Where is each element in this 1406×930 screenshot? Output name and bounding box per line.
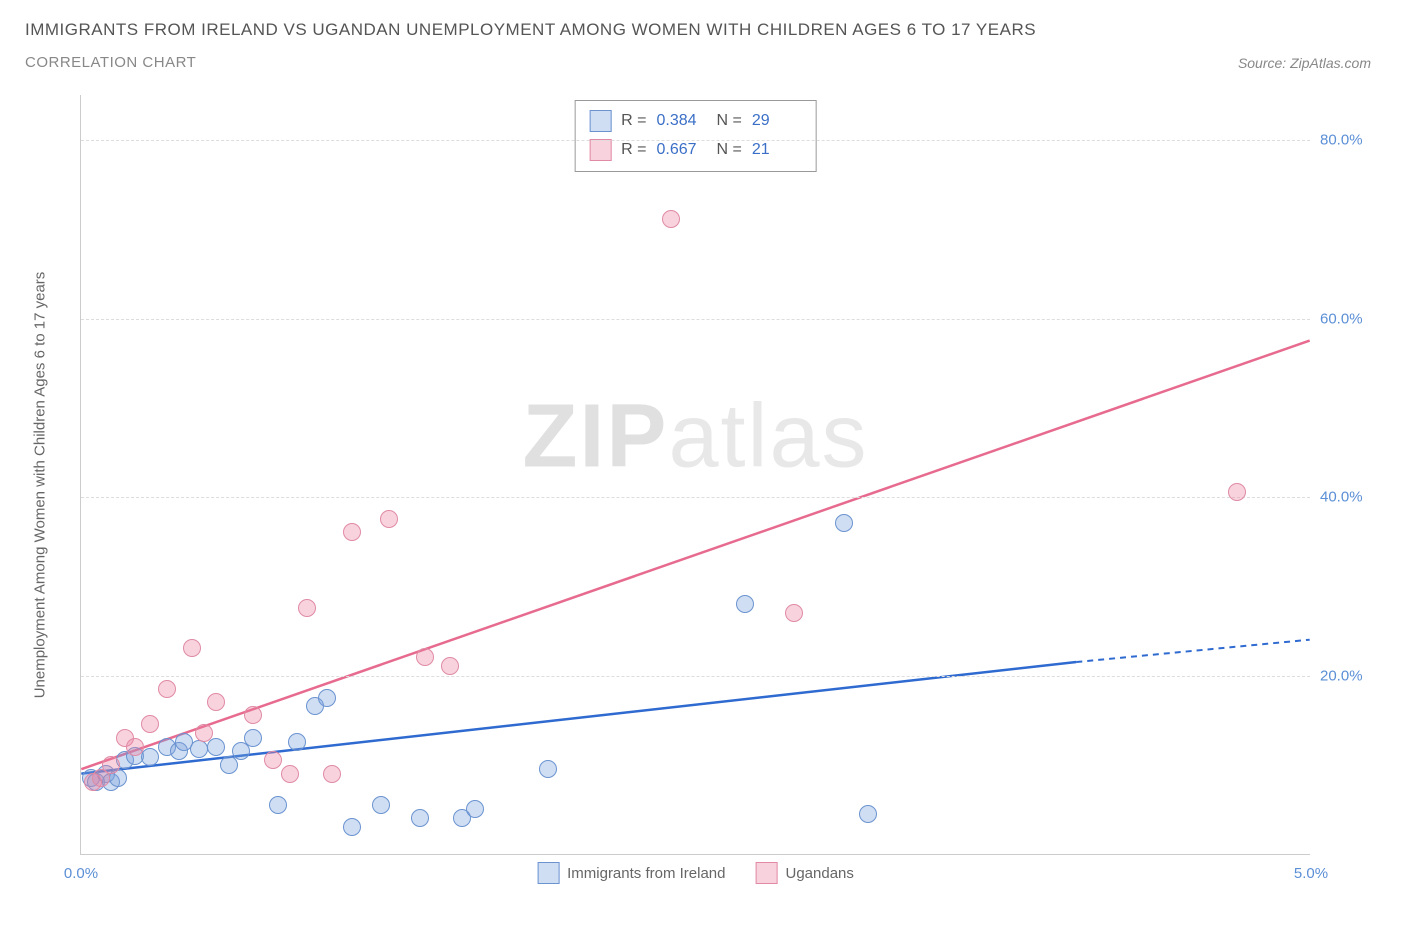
- correlation-chart: Unemployment Among Women with Children A…: [50, 95, 1390, 875]
- data-point: [859, 805, 877, 823]
- legend-swatch: [589, 110, 611, 132]
- watermark: ZIPatlas: [522, 385, 868, 488]
- data-point: [1228, 483, 1246, 501]
- data-point: [141, 715, 159, 733]
- data-point: [183, 639, 201, 657]
- stat-n-label: N =: [717, 107, 742, 136]
- data-point: [416, 648, 434, 666]
- data-point: [441, 657, 459, 675]
- data-point: [343, 523, 361, 541]
- data-point: [288, 733, 306, 751]
- y-axis-title: Unemployment Among Women with Children A…: [32, 272, 49, 699]
- x-tick-label: 5.0%: [1294, 865, 1328, 882]
- plot-area: ZIPatlas R =0.384N =29R =0.667N =21 Immi…: [80, 95, 1310, 855]
- data-point: [736, 595, 754, 613]
- stat-r-label: R =: [621, 107, 646, 136]
- trend-lines: [81, 95, 1310, 854]
- data-point: [141, 748, 159, 766]
- gridline: [81, 676, 1310, 677]
- data-point: [264, 751, 282, 769]
- data-point: [539, 760, 557, 778]
- data-point: [244, 706, 262, 724]
- page-title: IMMIGRANTS FROM IRELAND VS UGANDAN UNEMP…: [25, 20, 1381, 40]
- source-attribution: Source: ZipAtlas.com: [1238, 55, 1371, 71]
- stat-r-value: 0.384: [657, 107, 707, 136]
- legend-label: Ugandans: [786, 865, 854, 882]
- data-point: [318, 689, 336, 707]
- series-legend: Immigrants from Ireland Ugandans: [537, 862, 854, 884]
- data-point: [380, 510, 398, 528]
- stat-n-value: 29: [752, 107, 802, 136]
- data-point: [195, 724, 213, 742]
- data-point: [126, 738, 144, 756]
- data-point: [281, 765, 299, 783]
- data-point: [269, 796, 287, 814]
- legend-swatch: [756, 862, 778, 884]
- gridline: [81, 497, 1310, 498]
- chart-subtitle: CORRELATION CHART: [25, 54, 196, 71]
- data-point: [323, 765, 341, 783]
- data-point: [466, 800, 484, 818]
- data-point: [244, 729, 262, 747]
- data-point: [207, 693, 225, 711]
- gridline: [81, 140, 1310, 141]
- data-point: [102, 756, 120, 774]
- y-tick-label: 80.0%: [1320, 131, 1390, 148]
- data-point: [662, 210, 680, 228]
- legend-label: Immigrants from Ireland: [567, 865, 725, 882]
- stats-row: R = 0.384 N = 29: [589, 107, 802, 136]
- legend-item: Ugandans: [756, 862, 854, 884]
- data-point: [343, 818, 361, 836]
- data-point: [207, 738, 225, 756]
- data-point: [372, 796, 390, 814]
- data-point: [785, 604, 803, 622]
- legend-swatch: [537, 862, 559, 884]
- gridline: [81, 319, 1310, 320]
- data-point: [158, 680, 176, 698]
- data-point: [298, 599, 316, 617]
- y-tick-label: 60.0%: [1320, 310, 1390, 327]
- x-tick-label: 0.0%: [64, 865, 98, 882]
- data-point: [411, 809, 429, 827]
- data-point: [835, 514, 853, 532]
- y-tick-label: 40.0%: [1320, 489, 1390, 506]
- y-tick-label: 20.0%: [1320, 668, 1390, 685]
- stats-legend: R =0.384N =29R =0.667N =21: [574, 100, 817, 172]
- legend-item: Immigrants from Ireland: [537, 862, 725, 884]
- legend-swatch: [589, 139, 611, 161]
